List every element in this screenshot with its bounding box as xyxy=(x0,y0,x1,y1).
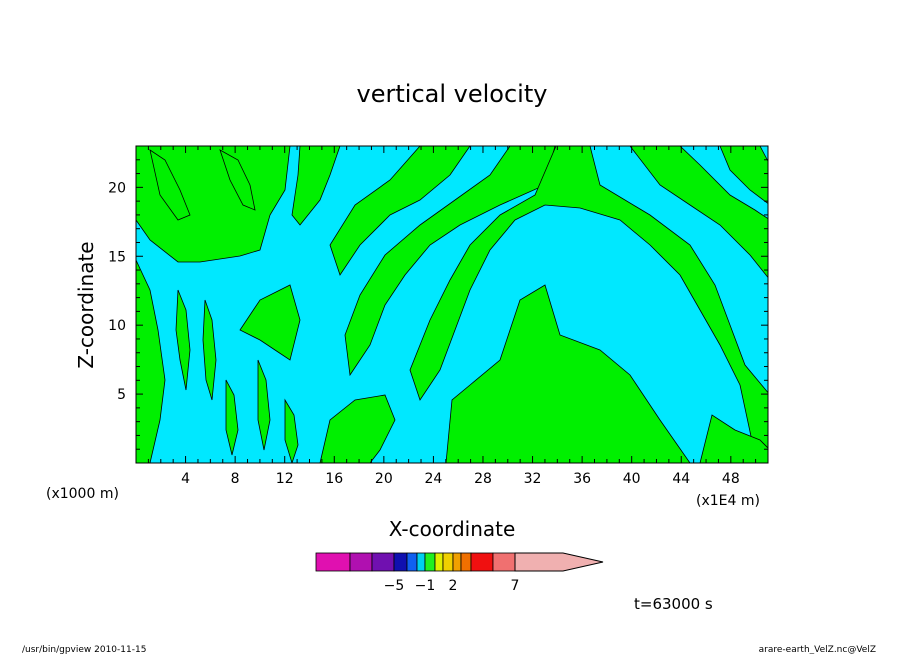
plot-frame xyxy=(135,145,769,464)
x-tick-label: 16 xyxy=(325,471,343,487)
colorbar-swatch xyxy=(416,552,426,572)
time-label: t=63000 s xyxy=(634,595,713,613)
upper-left-upflow-region xyxy=(136,146,291,263)
right-band-2 xyxy=(719,146,768,204)
streak-3 xyxy=(225,379,239,456)
colorbar: −5 −1 2 7 xyxy=(315,552,604,594)
x-tick-label: 12 xyxy=(276,471,294,487)
footer-right: arare-earth_VelZ.nc@VelZ xyxy=(759,645,876,654)
colorbar-swatch xyxy=(460,552,472,572)
x-tick-label: 20 xyxy=(375,471,393,487)
right-band-1 xyxy=(629,146,768,279)
x-tick-label: 44 xyxy=(672,471,690,487)
y-tick-label: 20 xyxy=(108,180,126,196)
x-tick-label: 32 xyxy=(524,471,542,487)
colorbar-swatch xyxy=(470,552,494,572)
central-upflow-region xyxy=(445,284,691,463)
colorbar-swatch xyxy=(434,552,444,572)
y-axis-label: Z-coordinate xyxy=(74,241,98,368)
streak-2 xyxy=(175,289,191,391)
colorbar-label: 7 xyxy=(511,578,520,594)
y-axis-ticks: 5 10 15 20 xyxy=(108,159,768,450)
diagonal-band-1 xyxy=(291,146,341,226)
streak-4 xyxy=(257,359,271,451)
x-tick-label: 28 xyxy=(474,471,492,487)
colorbar-extension xyxy=(514,552,604,572)
streak-5 xyxy=(284,398,299,463)
y-tick-label: 15 xyxy=(108,249,126,265)
upper-left-streak-1 xyxy=(149,149,191,221)
lower-right-band xyxy=(699,414,768,463)
x-unit-right: (x1E4 m) xyxy=(696,493,760,509)
mid-left-band xyxy=(239,284,301,361)
x-tick-label: 24 xyxy=(424,471,442,487)
colorbar-swatch xyxy=(492,552,516,572)
diagonal-band-3 xyxy=(344,146,556,377)
colorbar-swatch xyxy=(315,552,351,572)
colorbar-swatch xyxy=(442,552,454,572)
colorbar-swatch xyxy=(393,552,408,572)
colorbar-label: −1 xyxy=(415,578,436,594)
left-edge-band xyxy=(136,259,166,463)
x-tick-label: 40 xyxy=(623,471,641,487)
colorbar-label: 2 xyxy=(449,578,458,594)
y-tick-label: 10 xyxy=(108,318,126,334)
x-tick-label: 4 xyxy=(181,471,190,487)
streak-1 xyxy=(202,299,217,401)
colorbar-label: −5 xyxy=(384,578,405,594)
x-axis-label: X-coordinate xyxy=(389,517,516,541)
arch-band xyxy=(409,146,768,463)
diagonal-band-2 xyxy=(329,146,471,276)
chart-title: vertical velocity xyxy=(357,80,548,108)
x-tick-label: 36 xyxy=(573,471,591,487)
colorbar-swatch xyxy=(371,552,395,572)
footer-left: /usr/bin/gpview 2010-11-15 xyxy=(22,645,146,654)
upper-left-streak-2 xyxy=(219,149,256,211)
colorbar-swatch xyxy=(406,552,418,572)
colorbar-swatch xyxy=(452,552,462,572)
x-unit-left: (x1000 m) xyxy=(46,486,119,502)
contour-field xyxy=(136,146,768,463)
x-axis-ticks: 4 8 12 16 20 24 28 32 36 40 44 48 xyxy=(147,146,757,487)
colorbar-swatch xyxy=(424,552,436,572)
y-tick-label: 5 xyxy=(117,387,126,403)
colorbar-swatch xyxy=(349,552,373,572)
x-tick-label: 48 xyxy=(722,471,740,487)
x-tick-label: 8 xyxy=(231,471,240,487)
